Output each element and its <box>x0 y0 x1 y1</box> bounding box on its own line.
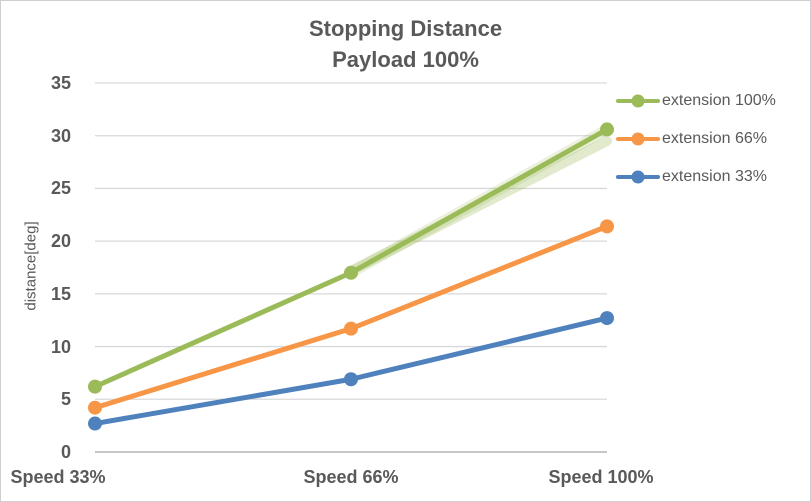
legend-label: extension 100% <box>662 92 776 109</box>
y-tick-label-0: 0 <box>60 442 71 462</box>
data-point-extension-33-speed-33 <box>88 416 102 431</box>
y-tick-label-35: 35 <box>50 73 71 93</box>
legend-item-extension-33: extension 33% <box>616 166 767 188</box>
y-tick-label-25: 25 <box>50 178 71 199</box>
chart-title-block: Stopping Distance Payload 100% <box>1 13 810 75</box>
legend-swatch-icon <box>616 128 660 150</box>
chart-title: Stopping Distance <box>308 16 503 41</box>
data-point-extension-100-speed-33 <box>88 379 102 394</box>
y-tick-label-30: 30 <box>50 125 71 146</box>
data-point-extension-66-speed-100 <box>600 219 614 234</box>
legend-item-extension-66: extension 66% <box>616 128 767 150</box>
legend-label: extension 66% <box>662 130 767 147</box>
chart-subtitle: Payload 100% <box>332 47 479 72</box>
x-tick-label-speed-100: Speed 100% <box>548 467 654 487</box>
y-tick-label-20: 20 <box>50 231 71 252</box>
x-tick-label-speed-33: Speed 33% <box>10 467 106 487</box>
legend-label: extension 33% <box>662 168 767 185</box>
data-point-extension-33-speed-66 <box>344 372 358 387</box>
data-point-extension-66-speed-66 <box>344 321 358 336</box>
data-point-extension-100-speed-66 <box>344 265 358 280</box>
y-tick-label-5: 5 <box>60 389 71 410</box>
y-tick-label-10: 10 <box>50 336 71 357</box>
y-tick-label-15: 15 <box>50 283 71 304</box>
legend-item-extension-100: extension 100% <box>616 90 776 112</box>
data-point-extension-66-speed-33 <box>88 400 102 415</box>
legend-swatch-icon <box>616 166 660 188</box>
x-tick-label-speed-66: Speed 66% <box>303 467 399 487</box>
legend-swatch-icon <box>616 90 660 112</box>
data-point-extension-33-speed-100 <box>600 311 614 326</box>
data-point-extension-100-speed-100 <box>600 122 614 137</box>
